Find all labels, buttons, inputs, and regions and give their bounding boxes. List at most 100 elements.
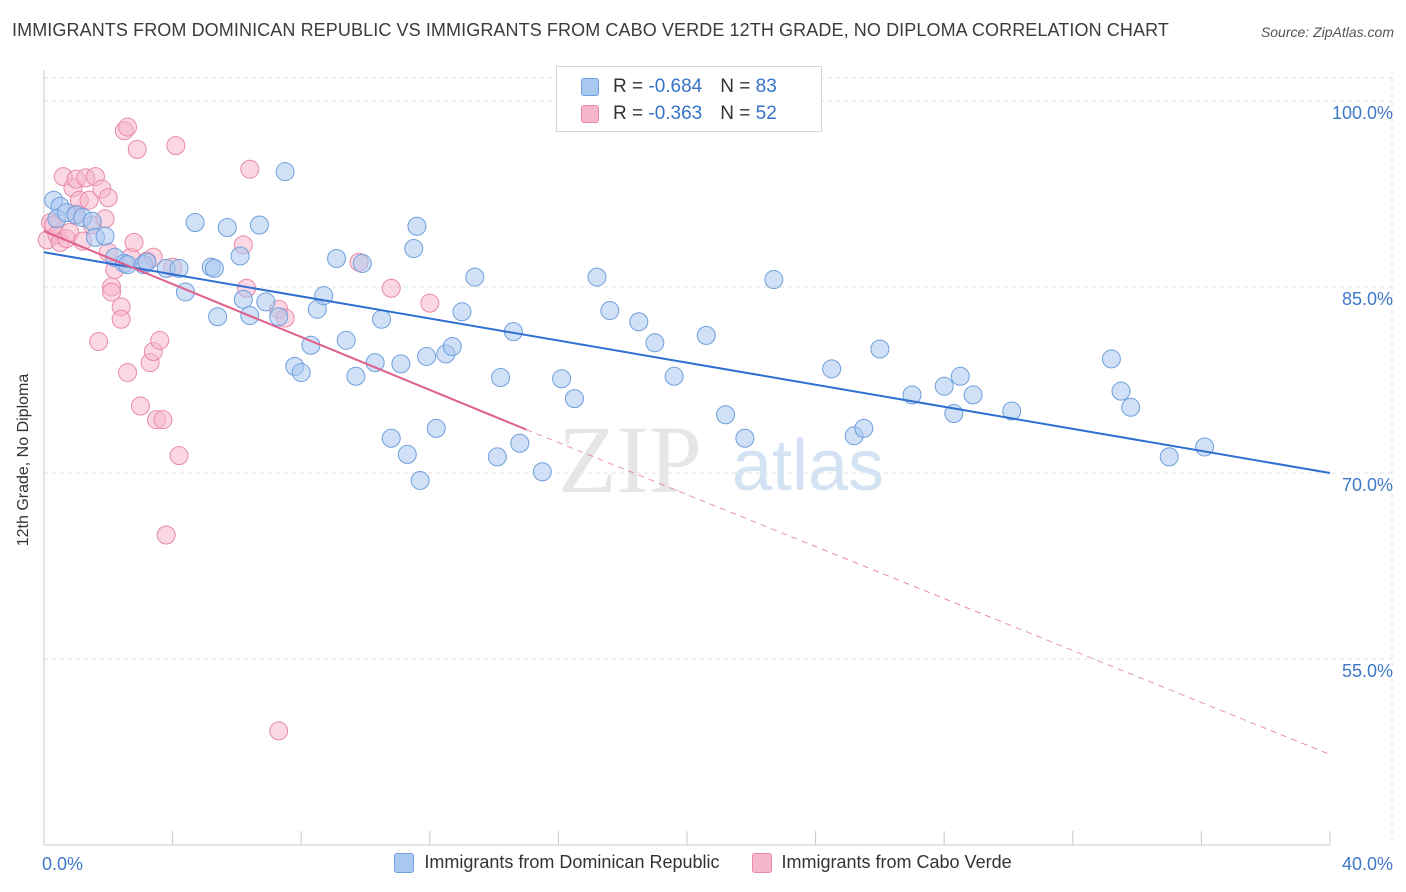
data-point [233,289,253,309]
n-value: 52 [755,103,777,124]
r-value: -0.363 [648,103,703,124]
legend-label: Immigrants from Cabo Verde [781,852,1012,872]
data-point [407,216,427,236]
blue-swatch [581,78,599,96]
data-point [118,117,138,137]
y-tick-label: 100.0% [1332,103,1393,123]
data-point [426,418,446,438]
data-point [1159,447,1179,467]
data-point [217,217,237,237]
data-point [111,309,131,329]
data-point [696,325,716,345]
data-point [208,307,228,327]
stats-legend: R = -0.684 N = 83 R = -0.363 N = 52 [556,66,822,132]
data-point [420,293,440,313]
data-point [404,239,424,259]
n-value: 83 [755,76,777,97]
r-value: -0.684 [648,76,703,97]
data-point [204,258,224,278]
y-tick-label: 55.0% [1342,661,1393,681]
data-point [79,190,99,210]
grid-lines [44,70,1393,845]
data-point [327,248,347,268]
data-point [249,215,269,235]
data-point [275,162,295,182]
n-label: N = [720,76,756,97]
data-point [716,405,736,425]
data-point [1121,397,1141,417]
y-axis-title: 12th Grade, No Diploma [15,373,32,547]
data-point [372,309,392,329]
data-point [410,470,430,490]
data-point [664,366,684,386]
data-point [166,136,186,156]
watermark-zip: ZIP [558,406,702,513]
data-point [645,333,665,353]
axes [43,70,1331,846]
legend-item-dominican-republic[interactable]: Immigrants from Dominican Republic [394,852,720,873]
data-point [269,721,289,741]
r-label: R = [613,76,649,97]
zipatlas-watermark: ZIP atlas [558,406,884,513]
data-point [442,337,462,357]
data-point [391,354,411,374]
data-point [230,246,250,266]
x-tick-label: 40.0% [1342,854,1393,874]
data-point [1002,401,1022,421]
data-point [89,332,109,352]
data-point [127,139,147,159]
data-point [735,428,755,448]
source-label: Source: ZipAtlas.com [1260,24,1394,40]
data-point [532,462,552,482]
legend-item-cabo-verde[interactable]: Immigrants from Cabo Verde [751,852,1012,873]
data-point [465,267,485,287]
pink-swatch [751,852,772,873]
y-tick-label: 70.0% [1342,475,1393,495]
series-cabo-verde-points [37,117,440,741]
data-point [153,410,173,430]
data-point [82,211,102,231]
data-point [137,252,157,272]
data-point [269,307,289,327]
data-point [169,258,189,278]
trend-line-extension [526,429,1331,755]
data-point [102,282,122,302]
r-label: R = [613,103,649,124]
data-point [764,270,784,290]
data-point [156,525,176,545]
trend-line [43,230,527,431]
data-point [95,226,115,246]
tick-labels: 100.0% 85.0% 70.0% 55.0% 0.0% 40.0% [42,103,1393,874]
data-point [185,213,205,233]
data-point [365,353,385,373]
data-point [587,267,607,287]
data-point [629,312,649,332]
data-point [352,253,372,273]
trend-lines [43,230,1331,755]
series-dominican-republic-points [44,162,1215,490]
data-point [487,447,507,467]
data-point [963,385,983,405]
data-point [452,302,472,322]
data-point [491,368,511,388]
data-point [870,339,890,359]
n-label: N = [720,103,756,124]
x-tick-label: 0.0% [42,854,83,874]
data-point [1111,381,1131,401]
data-point [600,301,620,321]
data-point [902,385,922,405]
data-point [822,359,842,379]
pink-swatch [581,105,599,123]
data-point [130,396,150,416]
stats-legend-row-blue: R = -0.684 N = 83 [581,75,777,99]
stats-legend-row-pink: R = -0.363 N = 52 [581,102,777,126]
trend-line [43,251,1331,474]
y-tick-label: 85.0% [1342,289,1393,309]
data-point [934,376,954,396]
data-point [564,389,584,409]
data-point [381,278,401,298]
data-point [336,330,356,350]
data-point [417,346,437,366]
chart-title: IMMIGRANTS FROM DOMINICAN REPUBLIC VS IM… [12,20,1169,40]
